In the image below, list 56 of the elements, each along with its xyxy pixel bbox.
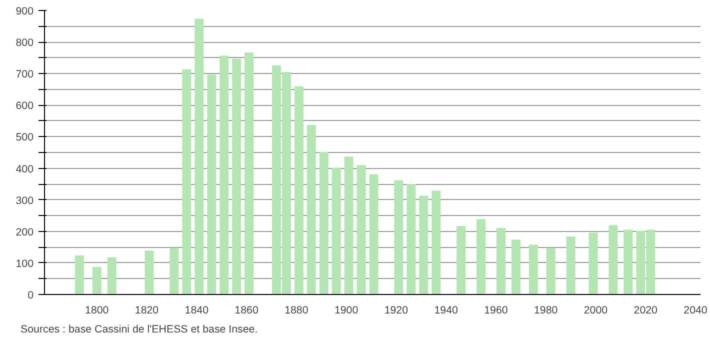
bar bbox=[624, 230, 633, 294]
bar bbox=[419, 196, 428, 294]
y-tick-label: 100 bbox=[16, 258, 34, 270]
bar bbox=[588, 232, 598, 294]
y-tick-label: 200 bbox=[16, 226, 34, 238]
bar bbox=[496, 228, 506, 294]
x-tick-label: 1900 bbox=[334, 304, 358, 316]
bar bbox=[220, 56, 229, 294]
bar bbox=[144, 250, 154, 294]
y-tick-label: 700 bbox=[16, 68, 34, 81]
x-tick-label: 2040 bbox=[684, 304, 708, 316]
x-tick-label: 1940 bbox=[434, 304, 458, 316]
y-tick-label: 600 bbox=[16, 100, 34, 112]
bar bbox=[476, 219, 486, 294]
bar bbox=[608, 225, 618, 294]
y-tick-label: 300 bbox=[16, 194, 34, 207]
y-tick-label: 900 bbox=[16, 6, 34, 18]
x-tick-label: 1920 bbox=[384, 304, 408, 316]
bar bbox=[294, 86, 304, 294]
bar bbox=[528, 244, 538, 294]
x-tick-label: 2000 bbox=[584, 304, 608, 316]
bar bbox=[244, 52, 254, 294]
bar bbox=[456, 226, 466, 294]
bar bbox=[511, 240, 520, 294]
y-tick-label: 800 bbox=[16, 37, 34, 50]
bar bbox=[356, 165, 366, 294]
bar bbox=[194, 18, 204, 294]
x-tick-label: 1980 bbox=[534, 304, 558, 316]
x-tick-label: 1960 bbox=[484, 304, 508, 316]
bar bbox=[306, 125, 316, 294]
x-tick-label: 1880 bbox=[284, 304, 308, 316]
x-tick-label: 1860 bbox=[234, 304, 258, 316]
x-tick-label: 1840 bbox=[184, 304, 209, 316]
bar bbox=[394, 180, 404, 294]
bar bbox=[566, 236, 576, 294]
bar bbox=[92, 267, 102, 294]
bar bbox=[107, 257, 116, 294]
bar bbox=[369, 174, 378, 294]
x-tick-label: 1800 bbox=[85, 304, 109, 316]
y-tick-label: 400 bbox=[16, 163, 34, 176]
y-tick-label: 0 bbox=[28, 290, 34, 302]
x-tick-label: 1820 bbox=[134, 304, 159, 316]
bar bbox=[406, 184, 416, 294]
bar bbox=[182, 69, 192, 294]
bar bbox=[432, 190, 441, 294]
bar bbox=[74, 255, 84, 294]
bar bbox=[344, 156, 354, 294]
bar bbox=[319, 152, 328, 294]
source-note: Sources : base Cassini de l'EHESS et base Insee. bbox=[20, 324, 258, 336]
bar bbox=[332, 168, 341, 294]
x-tick-label: 2020 bbox=[634, 304, 658, 316]
bar bbox=[232, 58, 242, 294]
y-tick-label: 500 bbox=[16, 132, 34, 144]
bar bbox=[546, 248, 556, 294]
bar bbox=[207, 74, 216, 294]
bar bbox=[170, 248, 179, 294]
